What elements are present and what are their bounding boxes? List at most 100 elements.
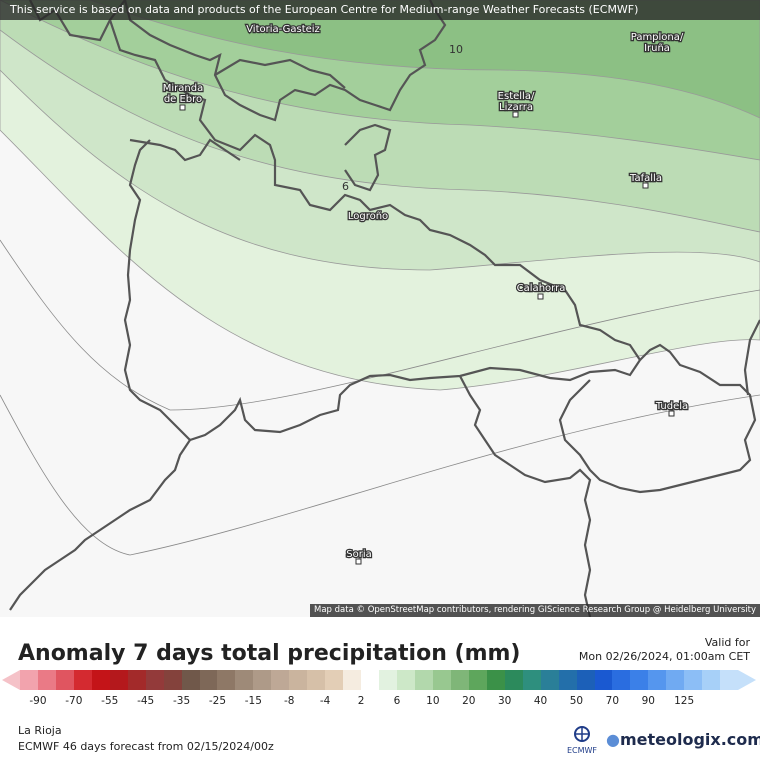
color-scale-cell [379,670,398,690]
color-scale-cell [109,670,128,690]
place-label-tudela[interactable]: Tudela [654,400,690,414]
color-scale-cell [630,670,649,690]
legend-title: Anomaly 7 days total precipitation (mm) [18,641,521,666]
color-scale-cell [414,670,433,690]
alava-border [123,0,447,122]
color-scale-cell [20,670,38,690]
color-scale-cell [361,670,380,690]
place-marker-tudela [668,410,675,417]
place-label-vitoria[interactable]: Vitoria-Gasteiz [245,23,321,37]
color-scale-cell [37,670,56,690]
scale-tick-label: -35 [172,695,191,707]
ecmwf-logo-icon[interactable]: ECMWF [563,725,601,755]
color-scale-cell [343,670,362,690]
map-canvas[interactable]: Vitoria-Gasteiz Pamplona/ Iruña Miranda … [0,0,760,617]
scale-tick-label: -4 [319,695,331,707]
place-label-tafalla[interactable]: Tafalla [628,172,664,186]
color-scale-cell [702,670,721,690]
navarra-south-border [558,343,757,494]
color-scale-cell [145,670,164,690]
scale-tick-label: 125 [674,695,695,707]
valid-date: Mon 02/26/2024, 01:00am CET [578,650,750,663]
color-scale-cell [468,670,487,690]
legend-panel: Anomaly 7 days total precipitation (mm) … [0,617,760,760]
color-scale-cell [181,670,200,690]
valid-label: Valid for [704,636,750,649]
contour-line [0,239,760,411]
ecmwf-notice: This service is based on data and produc… [0,0,760,20]
color-scale-cell [486,670,505,690]
place-label-pamplona-2[interactable]: Iruña [643,42,671,56]
contour-line [0,394,760,556]
place-label-miranda-2[interactable]: de Ebro [163,93,204,107]
color-scale-cell [594,670,613,690]
scale-tick-label: -25 [208,695,227,707]
scale-tick-label: 6 [393,695,401,707]
contour-label-10: 10 [449,43,463,56]
color-scale-cell [522,670,541,690]
place-label-estella[interactable]: Estella/ [496,90,536,104]
la-rioja-border [108,19,642,442]
place-label-logrono[interactable]: Logroño [347,210,390,224]
region-name: La Rioja [18,724,62,737]
color-scale-cell [648,670,667,690]
enclave-border [344,123,392,192]
trevino-border [214,58,346,89]
color-scale-cell [271,670,290,690]
color-scale-cell [307,670,326,690]
precipitation-map: Vitoria-Gasteiz Pamplona/ Iruña Miranda … [0,0,760,617]
brand-name: meteologix.com [619,730,760,749]
scale-tick-label: -8 [284,695,295,707]
scale-tick-label: 40 [533,695,548,707]
meteologix-logo[interactable]: ●meteologix.com [606,730,760,749]
scale-tick-label: 10 [426,695,440,707]
place-marker-miranda [179,104,186,111]
scale-tick-label: -90 [29,695,47,707]
color-scale-cell [684,670,703,690]
color-scale-cell [73,670,92,690]
color-scale-cell [163,670,182,690]
color-scale-cell [199,670,218,690]
place-label-estella-2[interactable]: Lizarra [498,101,535,115]
color-scale-cell [450,670,469,690]
color-scale-bar [20,670,739,690]
color-scale-cell [397,670,415,690]
color-scale-cell [91,670,110,690]
scale-tick-label: 30 [497,695,512,707]
place-label-calahorra[interactable]: Calahorra [515,282,566,296]
scale-left-arrow-icon [2,670,20,690]
color-scale-cell [540,670,559,690]
scale-tick-label: 20 [462,695,476,707]
color-scale-cell [432,670,451,690]
place-marker-tafalla [642,182,649,189]
scale-tick-label: 2 [357,695,365,707]
color-scale-cell [55,670,74,690]
east-border [743,319,760,396]
aragon-border [459,375,592,617]
contour-label-6: 6 [342,180,349,193]
color-scale-cell [558,670,577,690]
color-scale-cell [612,670,631,690]
color-scale-cell [127,670,146,690]
scale-right-arrow-icon [738,670,756,690]
color-scale-cell [253,670,272,690]
color-scale-cell [289,670,308,690]
scale-tick-label: -45 [137,695,155,707]
anomaly-zone-12 [89,0,760,119]
border-segment [129,138,241,162]
scale-tick-label: -70 [65,695,83,707]
color-scale-cell [235,670,254,690]
color-scale-cell [217,670,236,690]
map-credits[interactable]: Map data © OpenStreetMap contributors, r… [310,604,760,617]
scale-tick-label: 70 [605,695,620,707]
color-scale-cell [576,670,595,690]
scale-tick-label: 50 [569,695,584,707]
place-label-soria[interactable]: Soria [345,548,373,562]
place-marker-soria [355,558,362,565]
place-label-miranda[interactable]: Miranda [161,82,204,96]
soria-west-border [9,439,191,611]
scale-tick-label: -15 [244,695,262,707]
scale-tick-label: -55 [101,695,119,707]
color-scale-cell [325,670,344,690]
place-label-pamplona[interactable]: Pamplona/ [629,31,685,45]
